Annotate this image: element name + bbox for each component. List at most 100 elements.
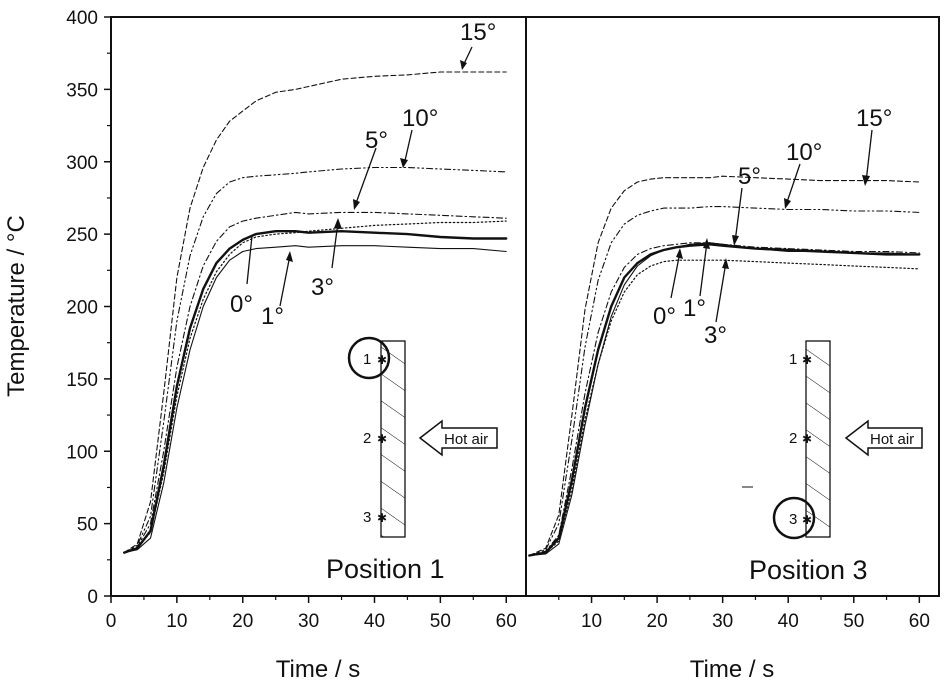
right-annotation-arrows — [670, 129, 873, 323]
ticks-right: 10 20 30 40 50 60 — [558, 596, 930, 632]
left-point-2-marker: ✱ — [377, 432, 387, 446]
left-arrow-0 — [246, 235, 253, 285]
right-series-5deg — [528, 242, 920, 557]
right-point-1-marker: ✱ — [802, 353, 812, 367]
right-arrow-0 — [670, 251, 681, 299]
left-x-tick-label-0: 0 — [106, 611, 117, 632]
right-arrow-10 — [785, 163, 801, 206]
left-point-2-label: 2 — [363, 430, 371, 447]
right-x-tick-label-30: 30 — [712, 611, 733, 632]
left-x-tick-label-30: 30 — [298, 611, 319, 632]
left-label-1: 1° — [261, 303, 284, 330]
right-x-tick-label-40: 40 — [778, 611, 799, 632]
left-y-tick-label-250: 250 — [66, 225, 98, 246]
left-y-tick-label-0: 0 — [87, 587, 98, 608]
right-arrow-1 — [699, 241, 708, 297]
right-point-2-label: 2 — [789, 430, 797, 447]
left-y-tick-label-100: 100 — [66, 442, 98, 463]
left-arrowhead-3 — [334, 218, 342, 229]
right-arrowhead-3 — [722, 258, 729, 269]
left-point-1-marker: ✱ — [377, 353, 387, 367]
left-x-tick-label-50: 50 — [430, 611, 451, 632]
right-x-tick-label-50: 50 — [843, 611, 864, 632]
right-series-0deg — [528, 243, 921, 557]
right-series-3deg — [528, 259, 920, 557]
left-series-1deg — [123, 245, 507, 554]
left-x-tick-label-10: 10 — [166, 611, 187, 632]
right-label-0: 0° — [653, 303, 676, 330]
left-x-tick-label-40: 40 — [364, 611, 385, 632]
right-label-15: 15° — [856, 105, 892, 132]
right-hot-air-label: Hot air — [870, 431, 914, 448]
left-hot-air-arrow — [418, 419, 498, 457]
right-point-1-label: 1 — [789, 351, 797, 368]
left-position-label: Position 1 — [326, 554, 445, 584]
right-arrowhead-5 — [732, 235, 739, 246]
right-x-axis-title: Time / s — [690, 656, 774, 683]
left-series-10deg — [123, 166, 507, 554]
left-y-tick-label-200: 200 — [66, 298, 98, 319]
right-arrowhead-1 — [703, 238, 710, 249]
left-y-tick-label-350: 350 — [66, 80, 98, 101]
right-series-15deg — [528, 175, 920, 557]
right-arrow-15 — [865, 129, 873, 183]
right-position-label: Position 3 — [749, 555, 868, 585]
right-point-3-label: 3 — [789, 511, 797, 528]
left-position-highlight-circle — [347, 336, 391, 380]
right-point-2-marker: ✱ — [802, 432, 812, 446]
left-arrow-10 — [403, 129, 413, 166]
right-position-highlight-circle — [772, 496, 816, 540]
left-arrowhead-1 — [286, 251, 293, 262]
right-x-tick-label-10: 10 — [581, 611, 602, 632]
right-label-3: 3° — [704, 322, 727, 349]
left-y-tick-label-50: 50 — [77, 515, 98, 536]
left-series-3deg — [123, 220, 507, 554]
left-label-3: 3° — [311, 274, 334, 301]
right-point-3-marker: ✱ — [802, 513, 812, 527]
right-label-5: 5° — [738, 163, 761, 190]
left-label-10: 10° — [402, 105, 438, 132]
y-axis-title: Temperature / °C — [3, 215, 30, 397]
left-y-tick-label-300: 300 — [66, 153, 98, 174]
right-arrowhead-0 — [676, 248, 683, 259]
left-label-0: 0° — [230, 291, 253, 318]
left-x-tick-label-20: 20 — [232, 611, 253, 632]
left-point-3-label: 3 — [363, 509, 371, 526]
right-arrowhead-15 — [862, 175, 870, 186]
left-inset: 1 2 3 ✱ ✱ ✱ Hot air — [347, 336, 498, 538]
right-inset: 1 2 3 ✱ ✱ ✱ Hot air — [742, 340, 923, 540]
right-label-10: 10° — [786, 139, 822, 166]
right-x-tick-label-20: 20 — [647, 611, 668, 632]
left-y-tick-label-400: 400 — [66, 8, 98, 29]
left-arrow-5 — [354, 147, 377, 207]
right-hot-air-arrow — [844, 419, 923, 457]
right-x-tick-label-60: 60 — [909, 611, 930, 632]
right-arrowhead-10 — [784, 198, 791, 209]
left-arrowhead-5 — [353, 199, 360, 210]
left-x-tick-label-60: 60 — [496, 611, 517, 632]
right-series-1deg — [528, 242, 920, 557]
ticks-left: 0 10 20 30 40 50 60 0 50 100 150 200 250 300 350 400 — [66, 8, 517, 632]
left-arrow-3 — [331, 221, 339, 269]
left-hot-air-label: Hot air — [444, 431, 488, 448]
right-label-1: 1° — [683, 295, 706, 322]
left-series-15deg — [123, 71, 507, 554]
left-label-15: 15° — [460, 19, 496, 46]
left-point-1-label: 1 — [363, 351, 371, 368]
curves-right — [528, 175, 921, 557]
right-series-10deg — [528, 206, 920, 557]
left-arrowhead-15 — [460, 60, 467, 70]
left-plate — [380, 340, 406, 538]
left-point-3-marker: ✱ — [377, 511, 387, 525]
left-label-5: 5° — [365, 127, 388, 154]
left-series-0deg — [122, 229, 508, 554]
right-arrow-5 — [734, 187, 743, 243]
left-arrow-1 — [279, 254, 291, 307]
left-y-tick-label-150: 150 — [66, 370, 98, 391]
left-series-5deg — [123, 211, 507, 554]
right-plot-frame — [525, 16, 940, 597]
left-x-axis-title: Time / s — [276, 656, 360, 683]
left-arrowhead-10 — [400, 158, 408, 168]
left-annotation-arrows — [246, 46, 473, 307]
